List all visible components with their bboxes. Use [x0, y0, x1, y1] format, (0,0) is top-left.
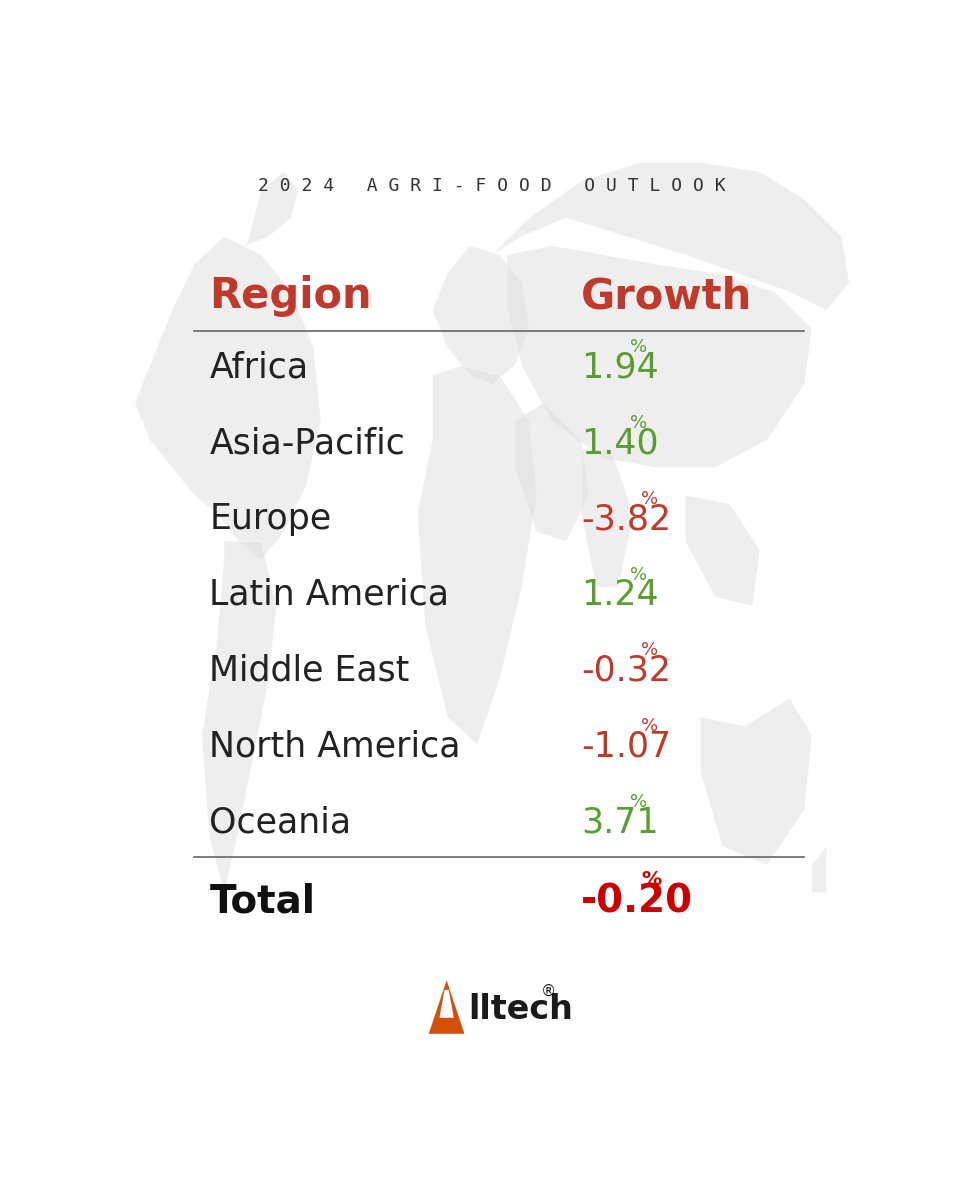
Text: %: %	[641, 490, 659, 508]
Text: Europe: Europe	[209, 502, 331, 536]
Text: Growth: Growth	[581, 276, 753, 318]
Text: 1.24: 1.24	[581, 578, 659, 612]
Text: North America: North America	[209, 730, 461, 763]
Text: %: %	[641, 870, 661, 889]
Text: 3.71: 3.71	[581, 805, 659, 839]
Polygon shape	[432, 246, 529, 384]
Text: Middle East: Middle East	[209, 654, 410, 688]
Text: Africa: Africa	[209, 350, 308, 385]
Text: 1.94: 1.94	[581, 350, 659, 385]
Text: -0.20: -0.20	[581, 883, 693, 920]
Text: Latin America: Latin America	[209, 578, 449, 612]
Text: %: %	[641, 718, 659, 736]
Text: -1.07: -1.07	[581, 730, 671, 763]
Text: %: %	[630, 565, 647, 583]
Polygon shape	[581, 449, 634, 588]
Text: Total: Total	[209, 883, 315, 920]
Text: -3.82: -3.82	[581, 502, 671, 536]
Polygon shape	[134, 236, 321, 559]
Text: Asia-Pacific: Asia-Pacific	[209, 426, 405, 461]
Text: %: %	[641, 641, 659, 659]
Text: Region: Region	[209, 276, 372, 318]
Polygon shape	[701, 698, 812, 865]
Polygon shape	[418, 366, 537, 744]
Text: 2 0 2 4   A G R I - F O O D   O U T L O O K: 2 0 2 4 A G R I - F O O D O U T L O O K	[258, 176, 726, 194]
Polygon shape	[492, 162, 849, 311]
Text: lltech: lltech	[468, 994, 573, 1026]
Text: %: %	[630, 338, 647, 356]
Polygon shape	[440, 990, 454, 1018]
Text: -0.32: -0.32	[581, 654, 671, 688]
Polygon shape	[812, 846, 827, 893]
Polygon shape	[247, 172, 299, 246]
Text: %: %	[630, 414, 647, 432]
Polygon shape	[685, 496, 760, 606]
Polygon shape	[507, 246, 812, 467]
Polygon shape	[515, 403, 588, 541]
Text: 1.40: 1.40	[581, 426, 659, 461]
Text: Oceania: Oceania	[209, 805, 351, 839]
Polygon shape	[202, 541, 276, 893]
Text: %: %	[630, 793, 647, 811]
Polygon shape	[429, 980, 465, 1034]
Text: ®: ®	[541, 984, 557, 998]
